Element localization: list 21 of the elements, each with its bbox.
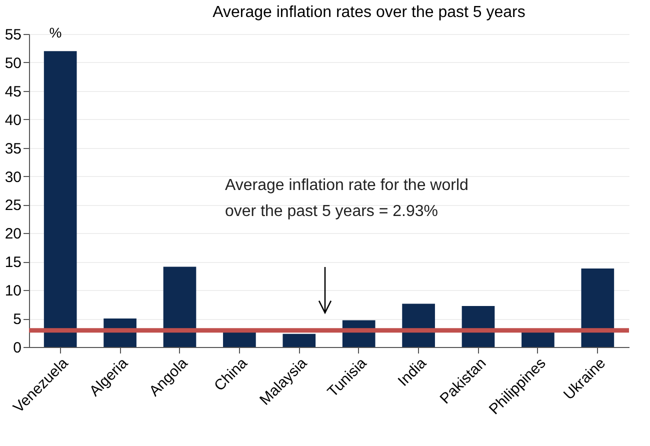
- y-tick-label: 50: [4, 54, 22, 72]
- y-tick-label: 10: [4, 282, 22, 300]
- bar: [44, 51, 77, 347]
- y-tick-label: 15: [4, 254, 22, 272]
- bar: [282, 334, 316, 347]
- chart-title: Average inflation rates over the past 5 years: [212, 4, 526, 21]
- y-axis-title: %: [49, 24, 62, 40]
- bar: [223, 332, 256, 347]
- y-tick-label: 25: [4, 197, 22, 214]
- y-tick-label: 20: [4, 226, 22, 243]
- bar: [581, 268, 614, 347]
- y-tick-label: 40: [4, 112, 22, 129]
- bar: [163, 266, 196, 347]
- y-tick-label: 55: [4, 26, 22, 44]
- y-tick-label: 35: [4, 140, 22, 158]
- bar: [522, 331, 554, 347]
- y-tick-label: 30: [4, 168, 22, 186]
- y-tick-label: 45: [4, 83, 22, 100]
- y-tick-label: 0: [13, 340, 22, 356]
- annotation: Average inflation rate for the world over the past 5 years = 2.93%: [225, 177, 468, 220]
- y-tick-label: 5: [13, 311, 22, 328]
